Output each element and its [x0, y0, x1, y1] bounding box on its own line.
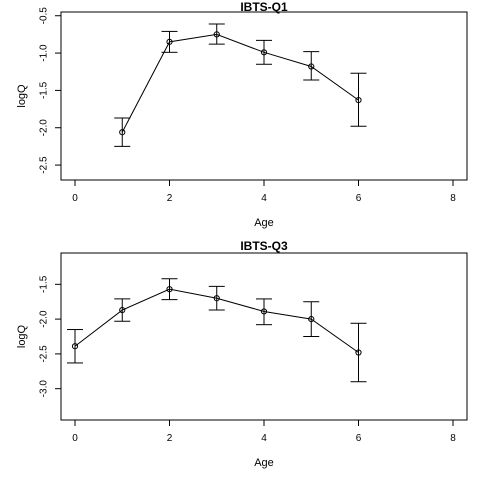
x-axis: 0 2 4 6 8: [72, 419, 456, 444]
x-tick-label: 0: [72, 433, 78, 444]
chart-title: IBTS-Q3: [240, 239, 288, 253]
x-tick-label: 8: [450, 193, 456, 204]
y-tick-label: -2.5: [39, 345, 50, 363]
error-bar: [114, 298, 131, 322]
error-bar: [303, 301, 320, 337]
x-tick-label: 0: [72, 193, 78, 204]
data-point: [213, 295, 220, 302]
data-point: [308, 63, 315, 70]
x-tick-label: 4: [261, 433, 267, 444]
y-axis: -1.5 -2.0 -2.5 -3.0: [39, 275, 61, 397]
error-bar: [350, 322, 367, 383]
error-bar: [303, 51, 320, 81]
y-axis-label: logQ: [16, 84, 28, 108]
data-point: [355, 349, 362, 356]
error-bar: [256, 39, 272, 65]
y-tick-label: -1.0: [39, 44, 50, 62]
data-point: [166, 38, 173, 45]
y-tick-label: -2.0: [39, 310, 50, 328]
x-tick-label: 6: [356, 433, 362, 444]
chart-ibts-q1: IBTS-Q1 0 2 4 6 8 Age -0.5 -1.0 -1.5 -2.0 -2.5 logQ: [16, 0, 468, 229]
error-bar: [67, 329, 83, 364]
data-point: [71, 343, 79, 350]
data-point: [260, 308, 268, 315]
error-bar: [114, 117, 131, 147]
error-bar: [350, 72, 367, 127]
plot-frame: [60, 11, 468, 181]
plot-frame: [60, 252, 468, 421]
y-axis: -0.5 -1.0 -1.5 -2.0 -2.5: [39, 7, 61, 174]
chart-ibts-q3: IBTS-Q3 0 2 4 6 8 Age -1.5 -2.0 -2.5 -3.0 logQ: [16, 239, 468, 469]
data-point: [355, 97, 362, 104]
chart-title: IBTS-Q1: [240, 0, 288, 14]
y-tick-label: -1.5: [39, 275, 50, 293]
x-tick-label: 6: [356, 193, 362, 204]
error-bar: [161, 278, 178, 301]
series-line: [121, 33, 359, 133]
x-tick-label: 2: [167, 193, 173, 204]
y-axis-label: logQ: [16, 324, 28, 348]
y-tick-label: -1.5: [39, 81, 50, 99]
error-bar: [256, 298, 272, 326]
x-axis: 0 2 4 6 8: [72, 179, 456, 204]
x-axis-label: Age: [254, 457, 274, 469]
y-tick-label: -3.0: [39, 380, 50, 398]
y-tick-label: -2.5: [39, 156, 50, 174]
error-bar: [208, 23, 225, 45]
x-axis-label: Age: [254, 217, 274, 229]
data-point: [260, 49, 268, 56]
data-point: [119, 306, 126, 314]
y-tick-label: -0.5: [39, 7, 50, 25]
data-point: [308, 316, 315, 323]
data-point: [213, 31, 220, 38]
x-tick-label: 2: [167, 433, 173, 444]
error-bar: [161, 30, 178, 53]
x-tick-label: 4: [261, 193, 267, 204]
error-bar: [208, 285, 225, 311]
x-tick-label: 8: [450, 433, 456, 444]
data-point: [166, 286, 173, 293]
y-tick-label: -2.0: [39, 119, 50, 137]
data-point: [119, 129, 126, 136]
